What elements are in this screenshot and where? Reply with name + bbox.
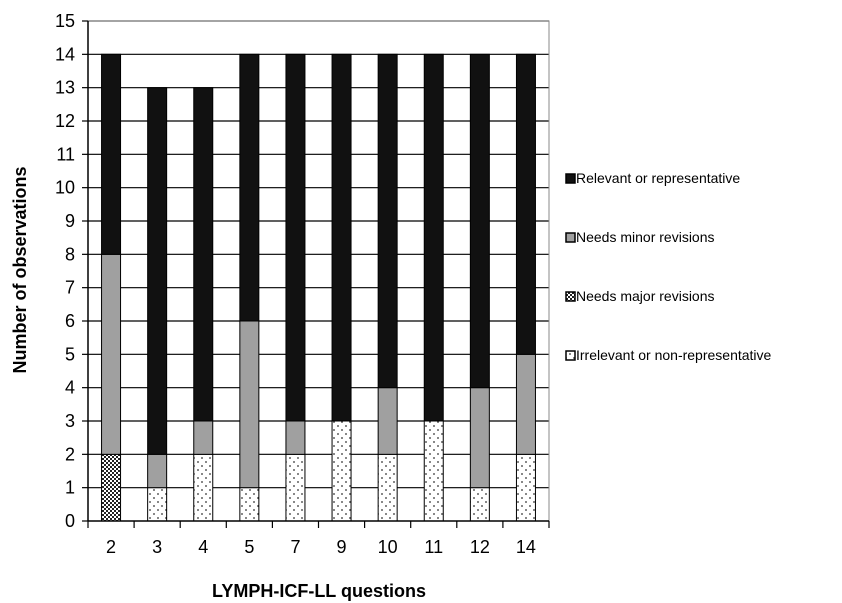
- y-tick-label: 13: [55, 78, 75, 98]
- y-tick-label: 2: [65, 444, 75, 464]
- x-tick-label: 9: [337, 537, 347, 557]
- bar-segment: [469, 487, 490, 522]
- y-tick-label: 8: [65, 244, 75, 264]
- y-tick-label: 4: [65, 378, 75, 398]
- bar-segment: [515, 453, 536, 522]
- bar-segment: [469, 53, 490, 389]
- bar-segment: [423, 420, 444, 522]
- x-tick-label: 5: [244, 537, 254, 557]
- y-tick-label: 12: [55, 111, 75, 131]
- x-axis-title: LYMPH-ICF-LL questions: [212, 581, 426, 601]
- y-axis-title: Number of observations: [10, 166, 30, 373]
- legend-swatch: [565, 291, 576, 302]
- bar-segment: [239, 320, 260, 489]
- bar-segment: [515, 53, 536, 355]
- y-tick-label: 11: [56, 144, 75, 164]
- y-tick-label: 1: [65, 478, 75, 498]
- y-tick-label: 0: [65, 511, 75, 531]
- bar-segment: [101, 453, 122, 522]
- bar-segment: [377, 453, 398, 522]
- bar-segment: [239, 53, 260, 322]
- bar-segment: [101, 253, 122, 455]
- bar-segment: [469, 387, 490, 489]
- bar-segment: [285, 420, 306, 455]
- axes: [82, 20, 550, 528]
- y-tick-label: 5: [65, 344, 75, 364]
- bar-segment: [147, 453, 168, 489]
- y-tick-label: 6: [65, 311, 75, 331]
- legend-swatch: [565, 350, 576, 361]
- x-tick-label: 3: [152, 537, 162, 557]
- x-tick-label: 11: [424, 537, 443, 557]
- bar-segment: [423, 53, 444, 422]
- x-tick-labels: 2 3 4 5 7 9 10 11 12 14: [106, 537, 536, 557]
- legend: Relevant or representative Needs minor re…: [565, 170, 772, 363]
- legend-label: Irrelevant or non-representative: [576, 347, 772, 363]
- bar-segment: [193, 87, 214, 422]
- x-tick-label: 10: [378, 537, 398, 557]
- bar-segment: [377, 53, 398, 389]
- x-tick-label: 7: [290, 537, 300, 557]
- y-tick-label: 7: [65, 278, 75, 298]
- legend-swatch: [565, 173, 576, 184]
- bar-segment: [101, 53, 122, 255]
- y-tick-label: 14: [55, 44, 75, 64]
- x-tick-label: 2: [106, 537, 116, 557]
- bar-segment: [147, 87, 168, 455]
- y-tick-label: 10: [55, 178, 75, 198]
- y-tick-label: 15: [55, 11, 75, 31]
- y-tick-label: 9: [65, 211, 75, 231]
- bar-segment: [331, 53, 352, 422]
- bar-segment: [285, 53, 306, 422]
- legend-label: Relevant or representative: [576, 170, 740, 186]
- bars: [101, 53, 536, 522]
- y-tick-label: 3: [65, 411, 75, 431]
- bar-segment: [377, 387, 398, 455]
- x-tick-label: 12: [470, 537, 490, 557]
- legend-swatch: [565, 232, 576, 243]
- bar-segment: [193, 420, 214, 455]
- bar-segment: [193, 453, 214, 522]
- legend-label: Needs major revisions: [576, 288, 715, 304]
- x-tick-label: 14: [516, 537, 536, 557]
- bar-segment: [515, 353, 536, 455]
- x-tick-label: 4: [198, 537, 208, 557]
- bar-segment: [147, 487, 168, 522]
- bar-segment: [331, 420, 352, 522]
- bar-segment: [239, 487, 260, 522]
- legend-label: Needs minor revisions: [576, 229, 715, 245]
- bar-segment: [285, 453, 306, 522]
